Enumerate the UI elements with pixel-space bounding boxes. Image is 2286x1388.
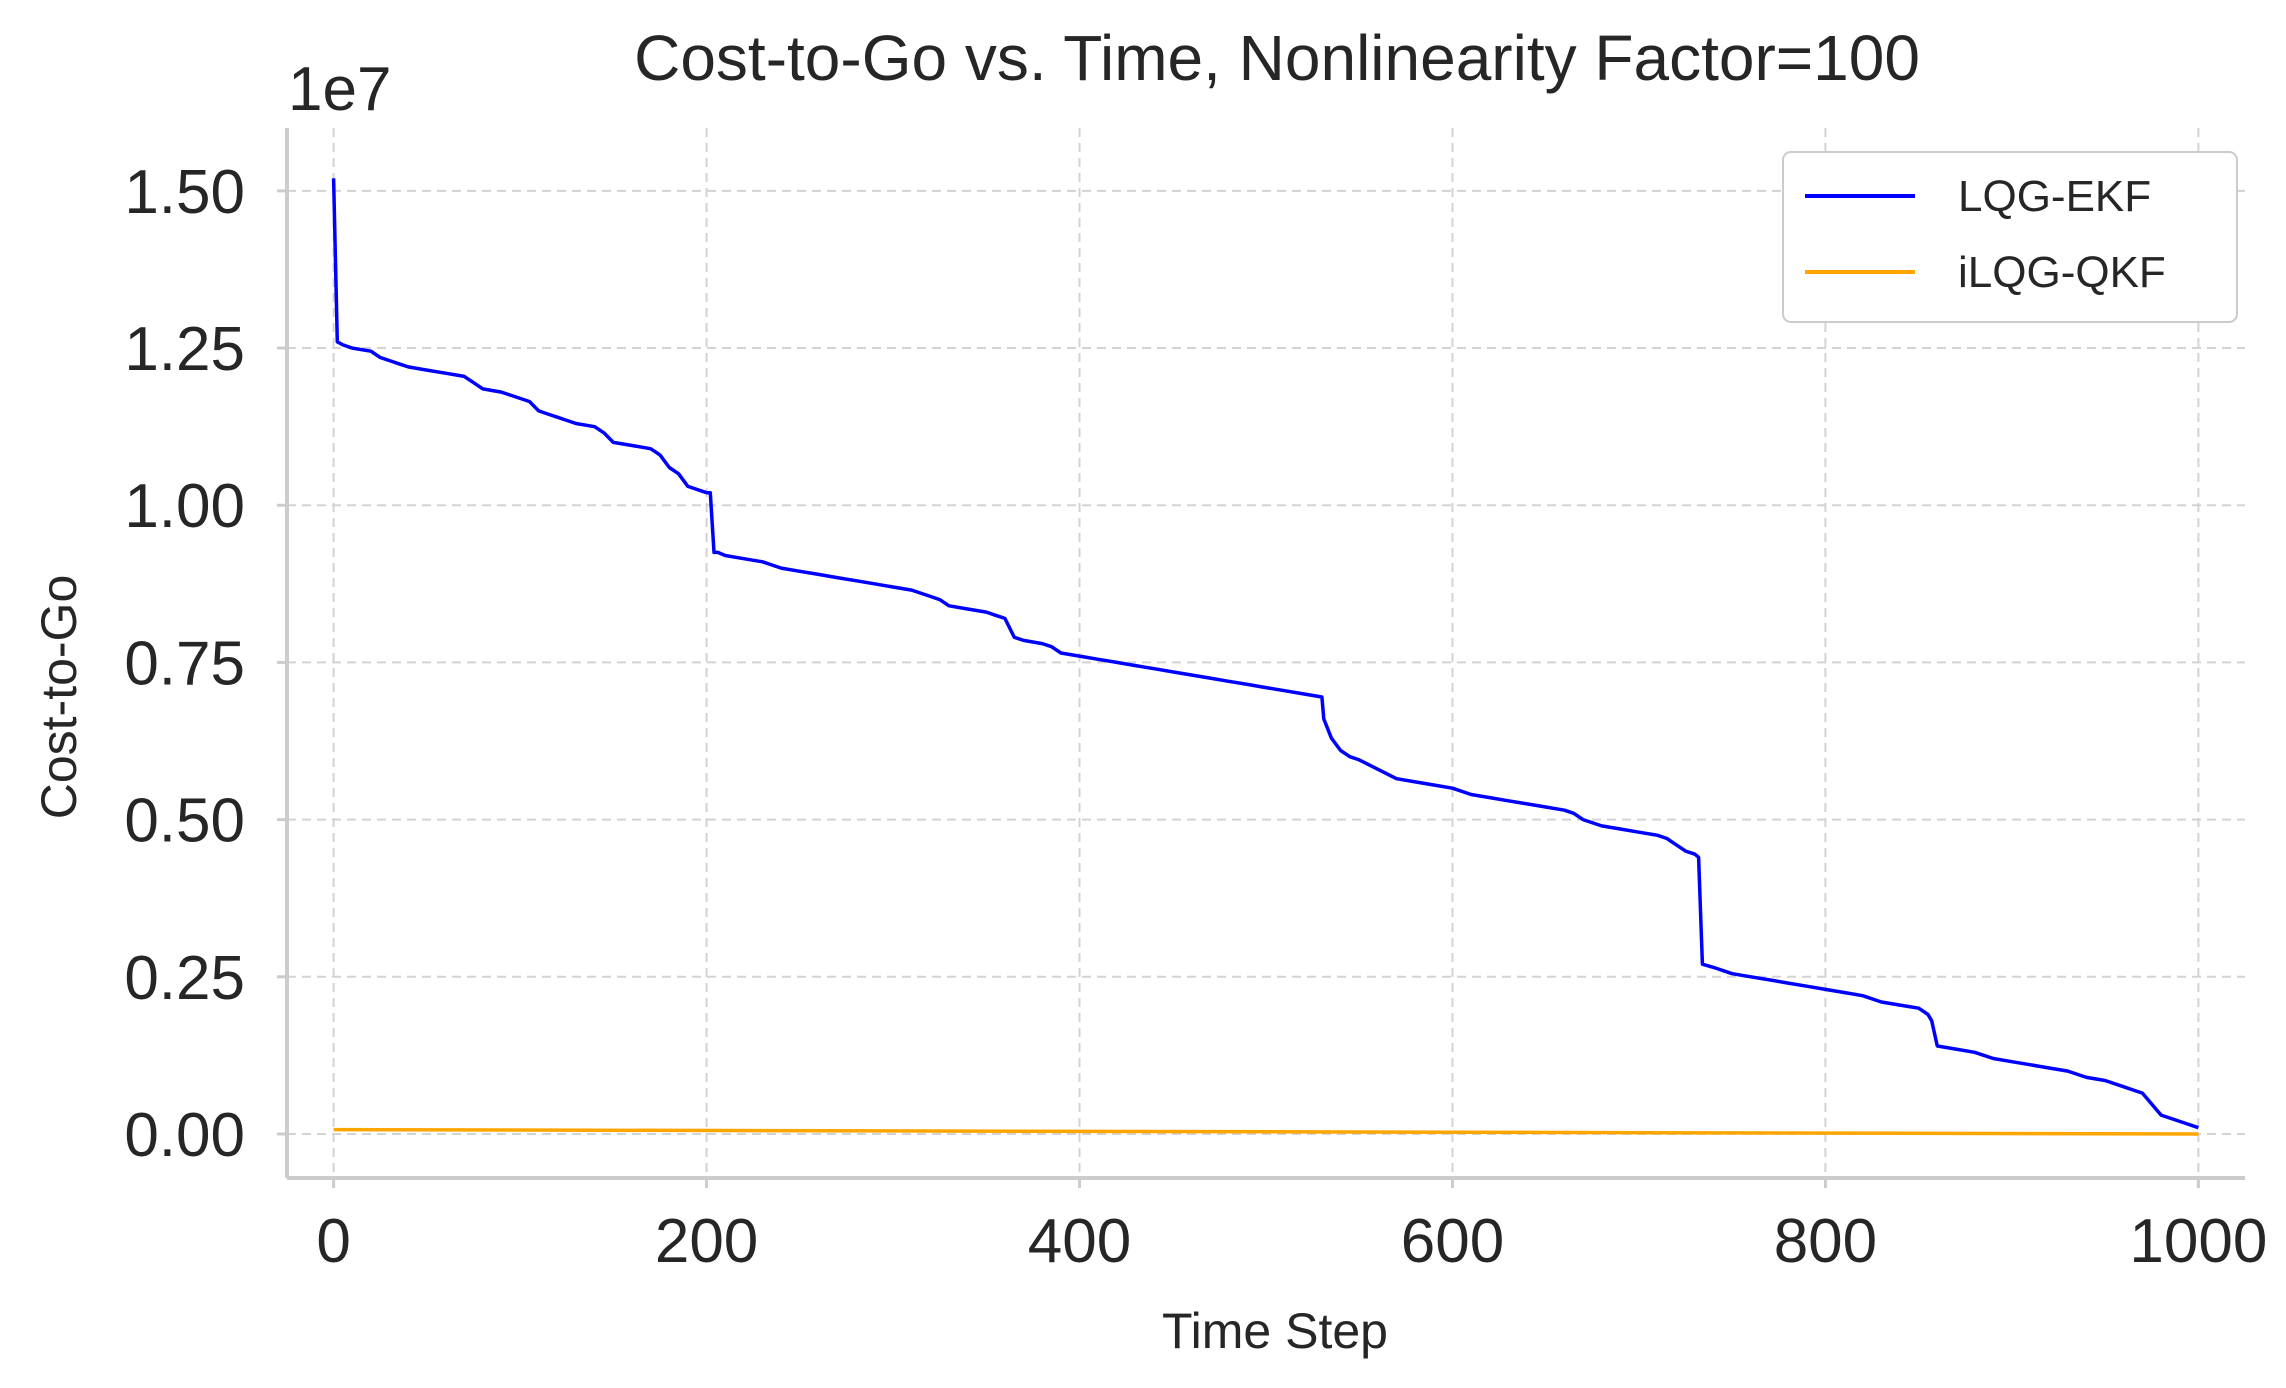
axes-spines [285,128,2245,1180]
x-tick-label: 0 [316,1207,350,1276]
x-tick-label: 800 [1774,1207,1877,1276]
chart-title: Cost-to-Go vs. Time, Nonlinearity Factor… [634,22,1920,94]
y-tick-label: 1.50 [124,158,245,227]
y-tick-label: 1.00 [124,472,245,541]
y-tick-label: 0.50 [124,787,245,856]
series-line-lqg-ekf [331,178,2199,1130]
x-axis-label: Time Step [1162,1303,1388,1359]
grid [287,128,2245,1178]
y-tick-label: 0.25 [124,944,245,1013]
y-tick-label: 0.75 [124,629,245,698]
x-axis-ticks: 0 200 400 600 800 1000 [316,1178,2267,1276]
series-lines [331,178,2199,1136]
y-axis-label: Cost-to-Go [31,575,87,820]
legend-label-ilqg-qkf: iLQG-QKF [1958,248,2166,297]
legend: LQG-EKF iLQG-QKF [1782,151,2238,323]
x-tick-label: 200 [655,1207,758,1276]
series-line-ilqg-qkf [333,1127,2199,1136]
y-offset-label: 1e7 [288,55,391,124]
y-tick-label: 1.25 [124,315,245,384]
y-axis-ticks: 0.00 0.25 0.50 0.75 1.00 1.25 1.50 [124,158,287,1170]
x-tick-label: 1000 [2129,1207,2267,1276]
y-tick-label: 0.00 [124,1101,245,1170]
legend-label-lqg-ekf: LQG-EKF [1958,172,2151,221]
x-tick-label: 600 [1401,1207,1504,1276]
x-tick-label: 400 [1028,1207,1131,1276]
